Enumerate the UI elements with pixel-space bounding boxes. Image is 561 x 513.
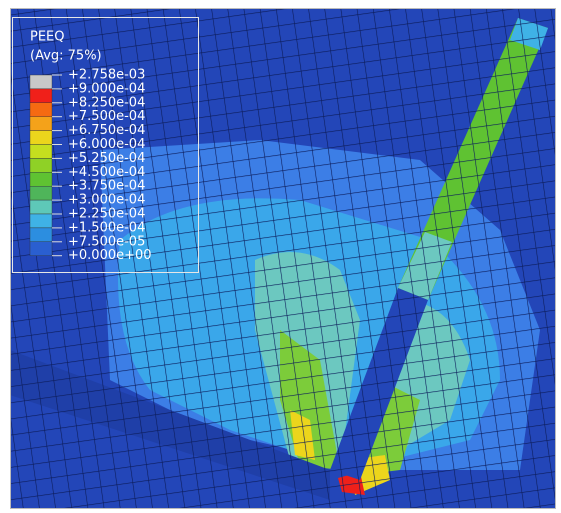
legend-swatch [30, 158, 52, 172]
legend-swatch [30, 228, 52, 242]
legend-label: +3.000e-04 [68, 193, 145, 208]
legend-swatch [30, 89, 52, 103]
legend-label: +7.500e-04 [68, 109, 145, 124]
legend-label: +7.500e-05 [68, 234, 145, 249]
legend-subtitle: (Avg: 75%) [30, 49, 102, 64]
legend-label: +1.500e-04 [68, 220, 145, 235]
legend-label: +6.000e-04 [68, 137, 145, 152]
contour-plot: PEEQ (Avg: 75%) +2.758e-03+9.000e-04+8.2… [0, 0, 561, 513]
legend-swatch [30, 242, 52, 256]
legend-swatch [30, 103, 52, 117]
legend-swatch [30, 172, 52, 186]
legend-swatch [30, 131, 52, 145]
legend-swatch [30, 200, 52, 214]
legend-label: +5.250e-04 [68, 151, 145, 166]
legend-swatch [30, 145, 52, 159]
legend-swatch [30, 75, 52, 89]
legend-label: +4.500e-04 [68, 165, 145, 180]
legend-label: +9.000e-04 [68, 81, 145, 96]
legend-label: +0.000e+00 [68, 248, 152, 263]
legend-swatch [30, 186, 52, 200]
legend-label: +6.750e-04 [68, 123, 145, 138]
legend-swatch [30, 214, 52, 228]
legend-label: +2.250e-04 [68, 207, 145, 222]
page: {"legend": { "title": "PEEQ", "subtitle"… [0, 0, 561, 513]
legend-label: +8.250e-04 [68, 95, 145, 110]
legend-swatch [30, 117, 52, 131]
legend-label: +3.750e-04 [68, 179, 145, 194]
legend-label: +2.758e-03 [68, 68, 145, 83]
legend-title: PEEQ [30, 30, 65, 45]
